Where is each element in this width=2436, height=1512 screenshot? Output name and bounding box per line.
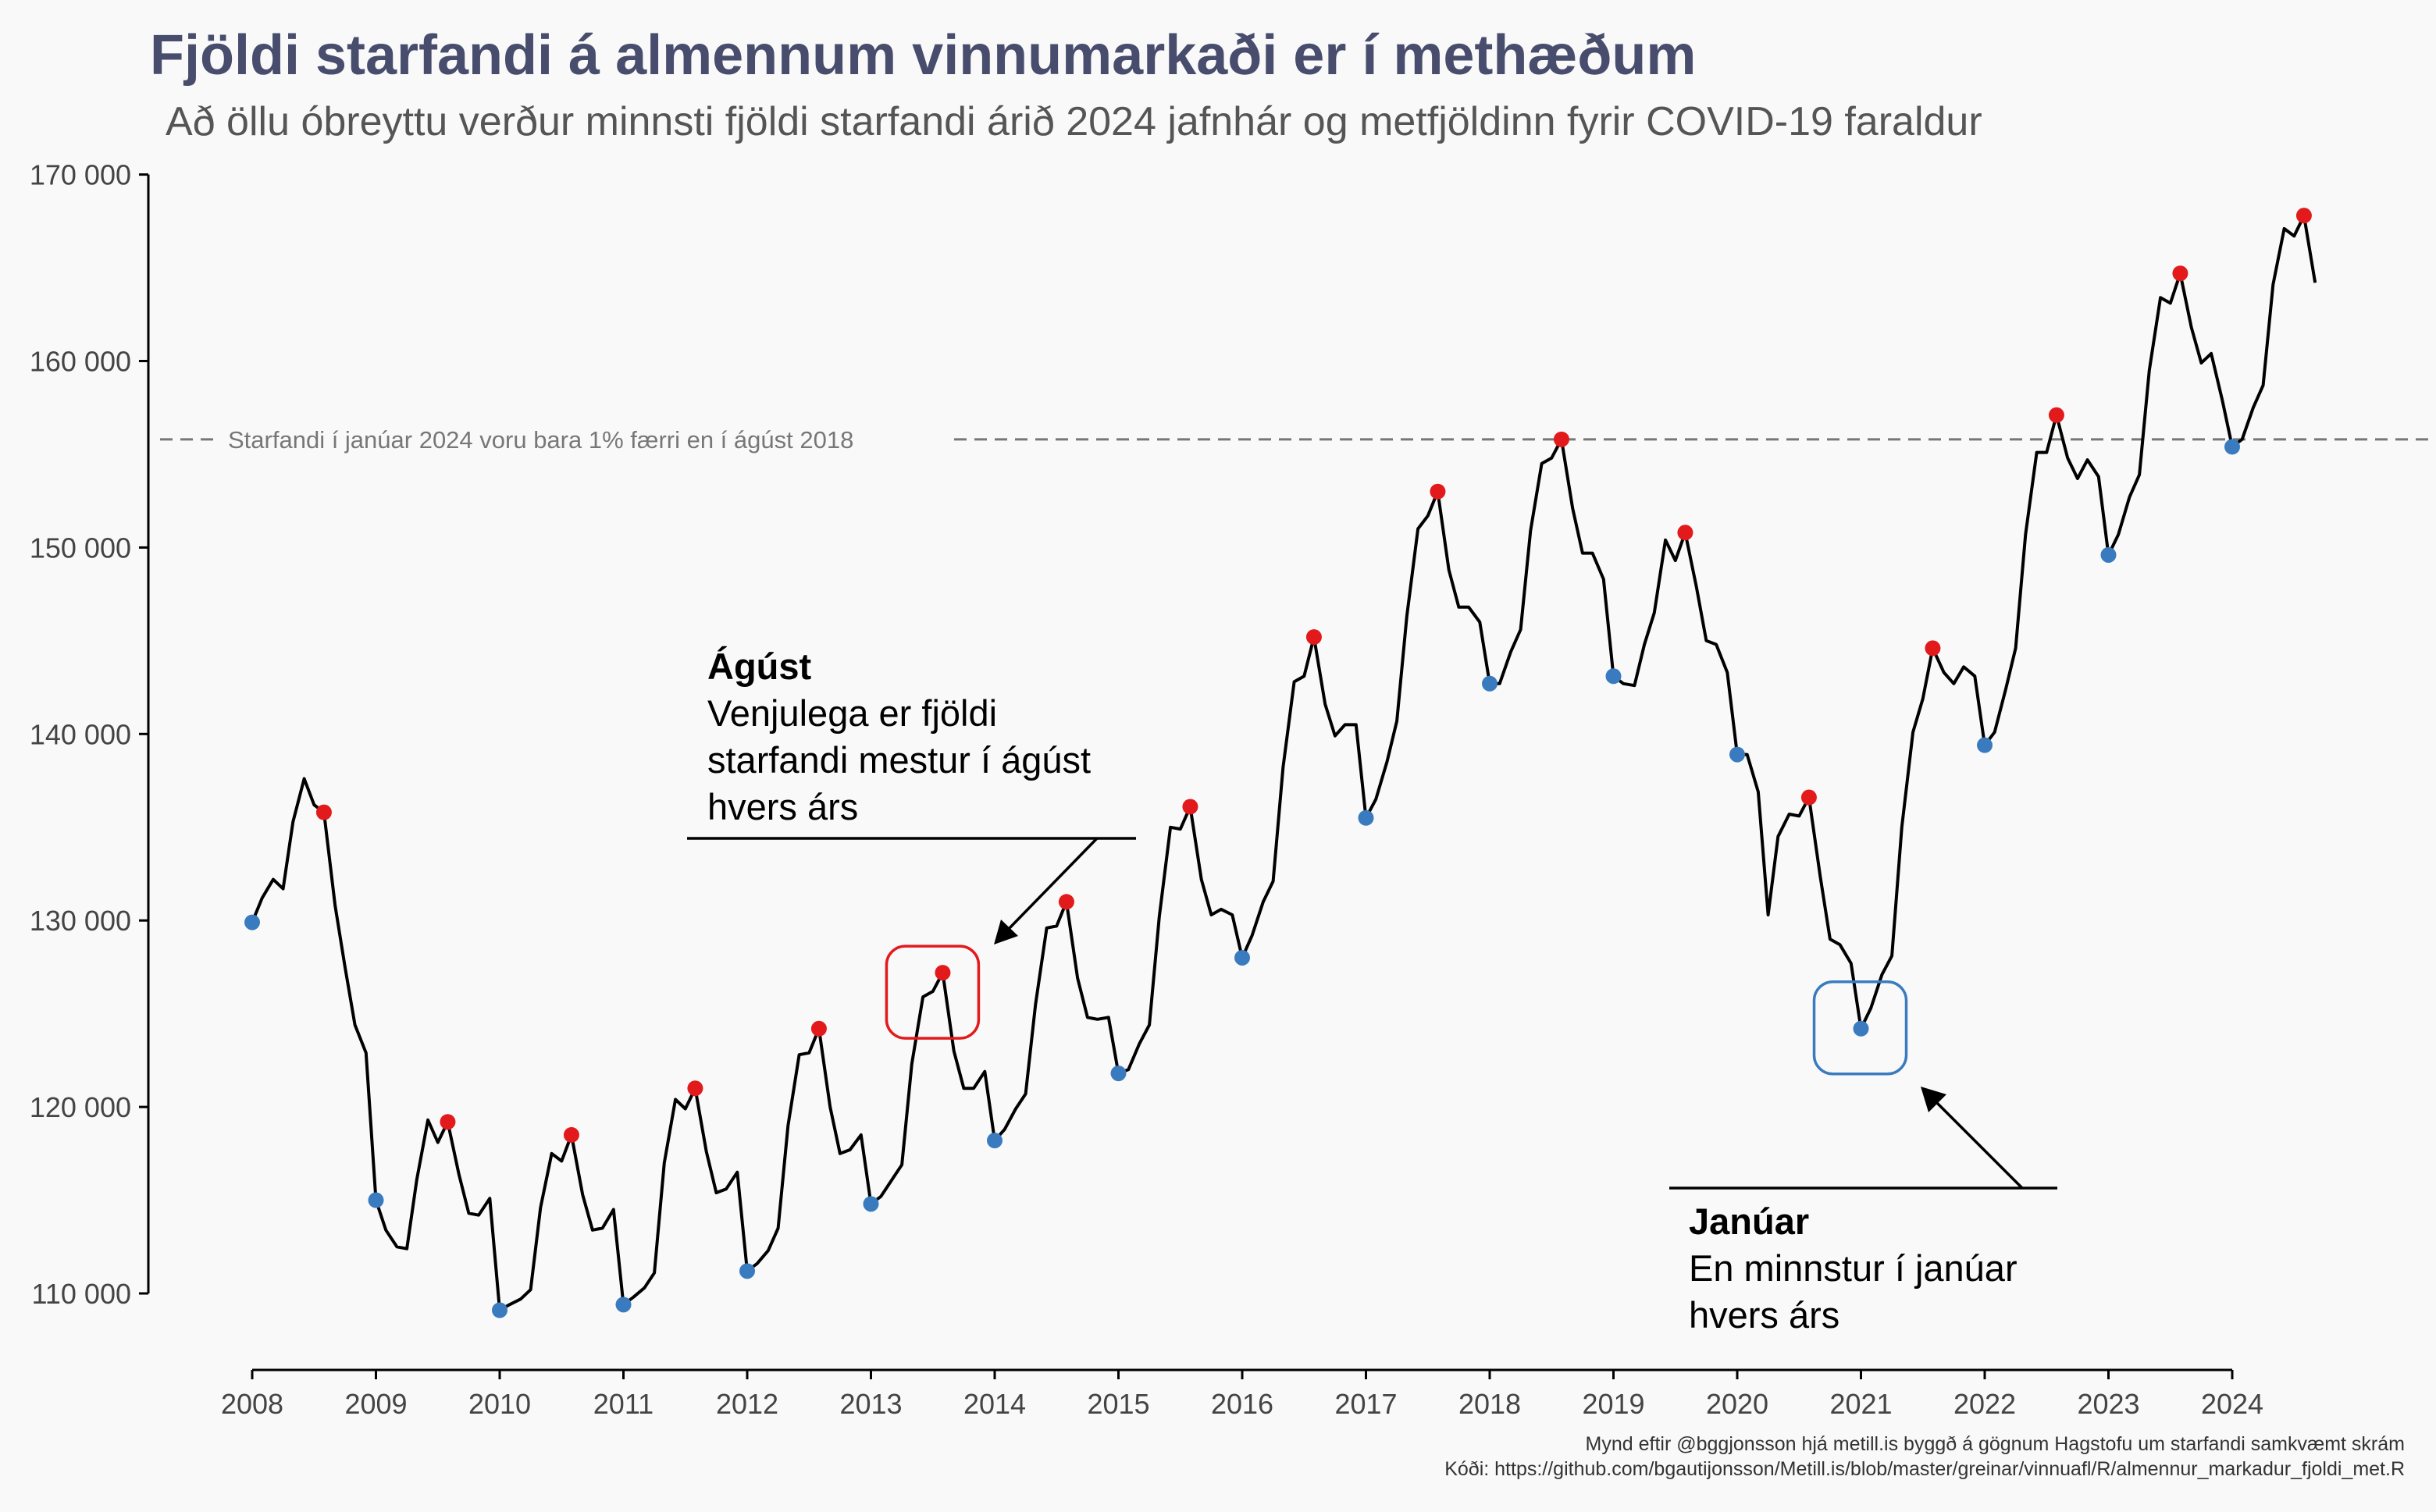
- y-tick-label: 160 000: [30, 346, 131, 378]
- august-point: [2295, 208, 2312, 224]
- january-point: [2224, 439, 2240, 455]
- january-point: [615, 1297, 632, 1313]
- august-arrow-shaft: [1006, 837, 1099, 932]
- january-highlight-box: [1812, 980, 1908, 1076]
- january-annotation-line: hvers árs: [1689, 1294, 1840, 1336]
- y-tick-label: 110 000: [32, 1278, 131, 1310]
- reference-line-label: Starfandi í janúar 2024 voru bara 1% fær…: [228, 426, 853, 454]
- january-point: [987, 1133, 1003, 1149]
- january-point: [863, 1196, 879, 1212]
- code-caption: Kóði: https://github.com/bgautijonsson/M…: [1444, 1458, 2405, 1480]
- january-point: [1605, 668, 1622, 685]
- august-point: [2172, 265, 2188, 282]
- august-point: [1677, 525, 1693, 541]
- august-point: [1430, 483, 1446, 500]
- y-tick-label: 150 000: [30, 532, 131, 564]
- source-caption: Mynd eftir @bggjonsson hjá metill.is byg…: [1585, 1433, 2405, 1455]
- x-tick-label: 2014: [963, 1388, 1026, 1420]
- x-tick-label: 2023: [2077, 1388, 2139, 1420]
- january-point: [492, 1302, 508, 1318]
- august-point: [1182, 799, 1198, 815]
- august-point: [1305, 629, 1322, 646]
- x-tick-label: 2020: [1706, 1388, 1768, 1420]
- x-tick-label: 2010: [468, 1388, 531, 1420]
- y-tick-label: 120 000: [30, 1091, 131, 1123]
- january-point: [2100, 546, 2117, 563]
- chart-subtitle: Að öllu óbreyttu verður minnsti fjöldi s…: [166, 99, 1982, 144]
- chart-title: Fjöldi starfandi á almennum vinnumarkaði…: [150, 24, 1697, 87]
- x-tick-label: 2011: [593, 1388, 654, 1420]
- x-tick-label: 2008: [221, 1388, 283, 1420]
- x-tick-label: 2015: [1087, 1388, 1149, 1420]
- x-tick-label: 2018: [1458, 1388, 1521, 1420]
- august-point: [315, 804, 332, 820]
- january-point: [1977, 737, 1993, 753]
- x-tick-label: 2021: [1829, 1388, 1892, 1420]
- august-annotation-line: Venjulega er fjöldi: [707, 692, 998, 734]
- y-tick-label: 170 000: [30, 159, 131, 191]
- august-point: [440, 1114, 456, 1130]
- x-tick-label: 2016: [1211, 1388, 1273, 1420]
- august-annotation-line: starfandi mestur í ágúst: [707, 739, 1092, 781]
- january-point: [244, 914, 260, 930]
- august-point: [810, 1020, 827, 1037]
- january-annotation-line: En minnstur í janúar: [1689, 1247, 2018, 1289]
- january-point: [1358, 809, 1374, 826]
- january-point: [1110, 1066, 1127, 1082]
- august-point: [687, 1080, 703, 1097]
- august-point: [1058, 894, 1074, 910]
- x-tick-label: 2009: [344, 1388, 407, 1420]
- august-annotation-line: hvers árs: [707, 786, 859, 827]
- y-tick-label: 130 000: [30, 905, 131, 937]
- x-tick-label: 2022: [1953, 1388, 2016, 1420]
- january-point: [1482, 675, 1498, 692]
- january-point: [1853, 1020, 1869, 1037]
- august-point: [2048, 407, 2064, 423]
- august-annotation: Ágúst Venjulega er fjöldi starfandi mest…: [707, 643, 1091, 831]
- january-annotation-title: Janúar: [1689, 1201, 1810, 1242]
- august-annotation-title: Ágúst: [707, 646, 812, 687]
- january-point: [1729, 746, 1745, 763]
- august-highlight-box: [885, 945, 981, 1040]
- august-point: [1925, 640, 1941, 656]
- y-tick-label: 140 000: [30, 718, 131, 750]
- january-point: [368, 1192, 384, 1208]
- x-tick-label: 2013: [839, 1388, 902, 1420]
- x-tick-label: 2012: [716, 1388, 778, 1420]
- august-point: [935, 965, 951, 981]
- january-annotation: Janúar En minnstur í janúar hvers árs: [1689, 1198, 2018, 1339]
- x-tick-label: 2017: [1334, 1388, 1397, 1420]
- august-arrow-head: [994, 920, 1018, 945]
- august-point: [1553, 431, 1569, 447]
- august-point: [1800, 789, 1817, 806]
- x-tick-label: 2019: [1582, 1388, 1644, 1420]
- january-arrow-shaft: [1933, 1099, 2024, 1190]
- x-tick-label: 2024: [2201, 1388, 2263, 1420]
- january-point: [739, 1263, 755, 1279]
- january-point: [1234, 949, 1250, 966]
- january-arrow-head: [1921, 1087, 1946, 1112]
- employment-series-line: [251, 214, 2317, 1312]
- august-point: [563, 1126, 579, 1143]
